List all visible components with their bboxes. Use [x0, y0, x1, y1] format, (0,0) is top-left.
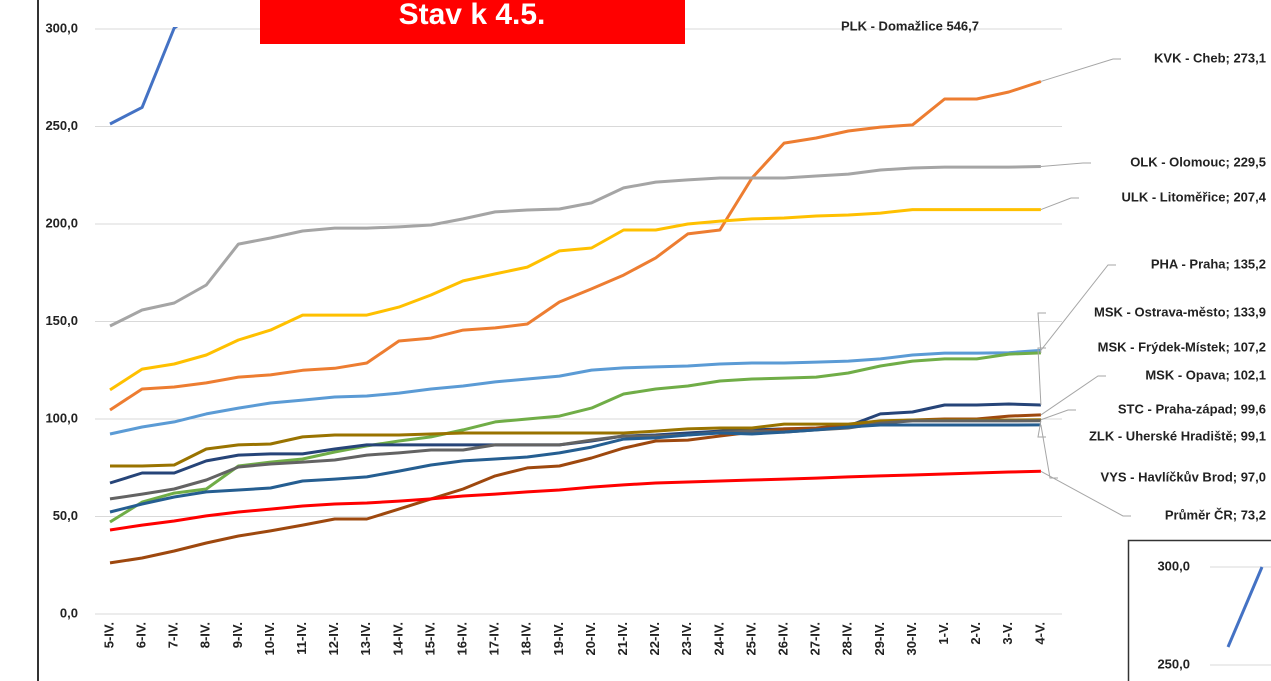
y-tick-label: 100,0	[45, 410, 78, 425]
series-label: MSK - Ostrava-město; 133,9	[1094, 304, 1266, 319]
leader-line	[1040, 162, 1091, 167]
leader-line	[1037, 347, 1046, 405]
series-label: ULK - Litoměřice; 207,4	[1122, 189, 1267, 204]
x-tick-label: 22-IV.	[647, 622, 662, 656]
leader-line	[1040, 197, 1079, 211]
y-tick-label: 300,0	[1157, 558, 1190, 573]
series-line	[109, 80, 1042, 412]
series-label: MSK - Frýdek-Místek; 107,2	[1098, 339, 1266, 354]
leader-line	[1040, 409, 1076, 421]
x-tick-label: 13-IV.	[358, 622, 373, 656]
y-tick-label: 200,0	[45, 215, 78, 230]
inset-frame	[1127, 539, 1271, 681]
series-label: KVK - Cheb; 273,1	[1154, 50, 1266, 65]
x-tick-label: 27-IV.	[808, 622, 823, 656]
series-line	[109, 208, 1041, 392]
series-label: OLK - Olomouc; 229,5	[1130, 154, 1266, 169]
y-tick-label: 0,0	[60, 605, 78, 620]
y-tick-label: 250,0	[45, 118, 78, 133]
x-tick-label: 28-IV.	[840, 622, 855, 656]
series-label: VYS - Havlíčkův Brod; 97,0	[1101, 469, 1266, 484]
series-line	[110, 418, 1041, 468]
x-tick-label: 17-IV.	[487, 622, 502, 656]
x-tick-label: 15-IV.	[422, 622, 437, 656]
series-label: ZLK - Uherské Hradiště; 99,1	[1089, 428, 1266, 443]
x-tick-label: 18-IV.	[519, 622, 534, 656]
x-tick-label: 10-IV.	[262, 622, 277, 656]
series-label: MSK - Opava; 102,1	[1145, 367, 1266, 382]
x-tick-label: 21-IV.	[615, 622, 630, 656]
leader-line	[1040, 58, 1121, 82]
series-line	[109, 165, 1041, 328]
x-tick-label: 12-IV.	[326, 622, 341, 656]
leader-line	[1040, 375, 1106, 416]
x-tick-label: 1-V.	[936, 622, 951, 645]
series-line	[109, 423, 1041, 514]
inset-plot: 250,0 300,0	[1157, 558, 1271, 671]
y-tick-label: 150,0	[45, 313, 78, 328]
x-tick-label: 20-IV.	[583, 622, 598, 656]
series-label: PLK - Domažlice 546,7	[841, 18, 979, 33]
series-line	[109, 419, 1041, 501]
series-line	[109, 469, 1041, 532]
x-tick-label: 11-IV.	[294, 622, 309, 655]
x-tick-label: 14-IV.	[390, 622, 405, 656]
series-line	[109, 351, 1041, 524]
y-tick-label: 300,0	[45, 20, 78, 35]
y-tick-label: 50,0	[53, 508, 78, 523]
x-tick-label: 16-IV.	[455, 622, 470, 656]
leader-line	[1040, 264, 1116, 351]
x-tick-label: 5-IV.	[101, 622, 116, 648]
x-tick-label: 6-IV.	[134, 622, 149, 648]
series-line	[1226, 566, 1264, 648]
x-tick-label: 25-IV.	[743, 622, 758, 656]
lines	[1226, 566, 1264, 648]
x-tick-label: 19-IV.	[551, 622, 566, 656]
series-label: Průměr ČR; 73,2	[1165, 507, 1266, 522]
title-box	[260, 0, 685, 44]
x-tick-label: 30-IV.	[904, 622, 919, 656]
y-tick-label: 250,0	[1157, 656, 1190, 671]
chart-title: Stav k 4.5.	[399, 0, 546, 31]
x-tick-label: 29-IV.	[872, 622, 887, 656]
series-label: PHA - Praha; 135,2	[1151, 256, 1266, 271]
x-tick-label: 9-IV.	[230, 622, 245, 648]
lines	[109, 27, 1042, 565]
x-tick-label: 4-V.	[1032, 622, 1047, 645]
series-line	[109, 348, 1042, 436]
x-tick-label: 26-IV.	[776, 622, 791, 656]
x-tick-label: 7-IV.	[166, 622, 181, 648]
x-tick-label: 24-IV.	[711, 622, 726, 656]
leader-line	[1040, 424, 1058, 479]
series-label: STC - Praha-západ; 99,6	[1118, 401, 1266, 416]
x-tick-label: 3-V.	[1000, 622, 1015, 645]
x-tick-label: 8-IV.	[198, 622, 213, 648]
leader-line	[1040, 470, 1131, 517]
leader-line	[1037, 312, 1046, 353]
x-tick-label: 2-V.	[968, 622, 983, 645]
main-plot: 0,0 50,0 100,0 150,0 200,0 250,0 300,0 5-IV. 6-I…	[45, 18, 1267, 656]
x-tick-label: 23-IV.	[679, 622, 694, 656]
